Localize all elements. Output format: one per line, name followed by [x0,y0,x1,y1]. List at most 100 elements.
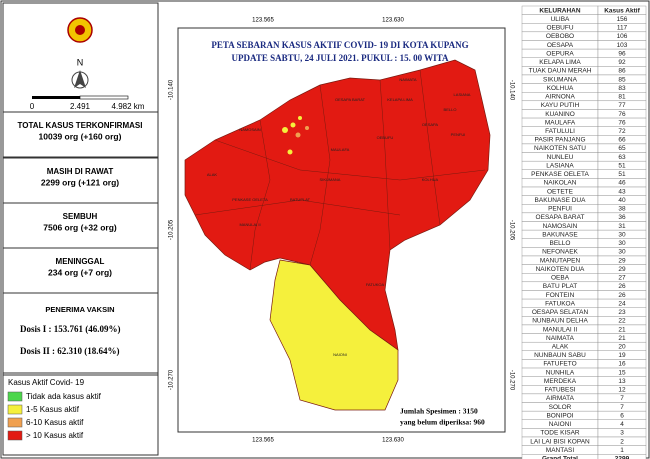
table-name: PASIR PANJANG [534,137,585,144]
table-name: KUANINO [545,111,575,118]
table-value: 3 [620,430,624,437]
table-value: 16 [618,361,626,368]
logo [67,17,93,43]
table-value: 2299 [615,456,630,459]
table-value: 72 [618,128,626,135]
table-value: 66 [618,137,626,144]
map-title: PETA SEBARAN KASUS AKTIF COVID- 19 DI KO… [211,40,468,50]
table-value: 30 [618,240,626,247]
table-name: FATUFETO [543,361,576,368]
table-name: OESAPA BARAT [536,214,585,221]
table-name: MANTASI [546,447,575,454]
coord: -10.205 [169,219,175,240]
stat-value: 7506 org (+32 org) [43,222,117,232]
scale-label: 0 [30,102,35,111]
legend-swatch [7,391,23,402]
specimen: Jumlah Spesimen : 3150 [400,407,478,416]
table-name: LASIANA [546,162,574,169]
legend-label: 6-10 Kasus aktif [26,418,84,427]
scale-label: 2.491 [70,102,91,111]
coord: -10.205 [508,220,514,241]
table-name: AIRNONA [545,94,575,101]
table-value: 77 [618,102,626,109]
table-value: 96 [618,50,626,57]
stat-label: SEMBUH [63,212,98,221]
specimen: yang belum diperiksa: 960 [400,418,485,427]
stat-value: 234 org (+7 org) [48,267,112,277]
table-value: 26 [618,292,626,299]
table-name: LAI LAI BISI KOPAN [530,438,590,445]
vaksin-label: PENERIMA VAKSIN [45,305,114,314]
table-name: MANUTAPEN [540,257,581,264]
table-name: OESAPA [547,42,574,49]
area-label: ALAK [207,172,218,177]
table-value: 15 [618,369,626,376]
table-name: OEBOBO [546,33,574,40]
table-value: 86 [618,68,626,75]
table-value: 30 [618,231,626,238]
legend-label: > 10 Kasus aktif [26,431,84,440]
north-arrow [71,70,89,89]
table-value: Kasus Aktif [604,7,640,14]
table-name: NAMOSAIN [543,223,578,230]
area-label: FATUKOA [366,282,385,287]
area-label: SIKUMANA [320,177,341,182]
legend-swatch [7,417,23,428]
table-value: 36 [618,214,626,221]
stat-label: MASIH DI RAWAT [47,167,114,176]
stat-value: 10039 org (+160 org) [39,131,122,141]
map-subtitle: UPDATE SABTU, 24 JULI 2021. PUKUL : 15. … [231,53,449,63]
legend-box [2,374,159,456]
table-name: BATU PLAT [543,283,577,290]
area-label: OESAPA BARAT [335,97,366,102]
table-value: 22 [618,318,626,325]
table-name: BELLO [550,240,571,247]
table-value: 76 [618,119,626,126]
table-name: BAKUNASE [542,231,578,238]
table-value: 4 [620,421,624,428]
table-name: BONIPOI [546,412,573,419]
table-name: OETETE [547,188,574,195]
table-name: PENKASE OELETA [531,171,589,178]
table-name: NUNHILA [546,369,575,376]
table-name: OEBA [551,275,570,282]
scale-label: 4.982 km [112,102,145,111]
table-value: 65 [618,145,626,152]
vaksin-line: Dosis I : 153.761 (46.09%) [20,324,121,334]
table-value: 23 [618,309,626,316]
table-name: MANULAI II [543,326,578,333]
table-value: 40 [618,197,626,204]
table-name: NUNLEU [547,154,574,161]
table-value: 103 [617,42,628,49]
table-name: NAIKOLAN [544,180,577,187]
table-name: OEPURA [546,50,574,57]
small-areas [282,116,302,155]
table-name: KOLHUA [547,85,574,92]
table-value: 29 [618,257,626,264]
area-label: BATUPLAT [290,197,311,202]
table-name: KAYU PUTIH [541,102,580,109]
table-value: 63 [618,154,626,161]
coord: -10.270 [508,370,514,391]
table-name: ALAK [552,344,569,351]
table-name: Grand Total [542,456,578,459]
table-value: 21 [618,326,626,333]
table-value: 1 [620,447,624,454]
scale-bar [32,95,129,100]
area-label: BELLO [444,107,457,112]
area-label: OEBUFU [377,135,394,140]
coord: 123.565 [252,18,274,24]
table-name: NAIKOTEN SATU [534,145,586,152]
table-name: TODE KISAR [540,430,580,437]
table-value: 51 [618,171,626,178]
coord: -10.140 [169,79,175,100]
table-value: 20 [618,344,626,351]
table-name: AIRMATA [546,395,575,402]
table-value: 7 [620,404,624,411]
area-label: NAMOSAIN [239,127,260,132]
area-label: PENFUI [451,132,466,137]
table-name: NAIKOTEN DUA [536,266,585,273]
legend-label: Tidak ada kasus aktif [26,392,102,401]
